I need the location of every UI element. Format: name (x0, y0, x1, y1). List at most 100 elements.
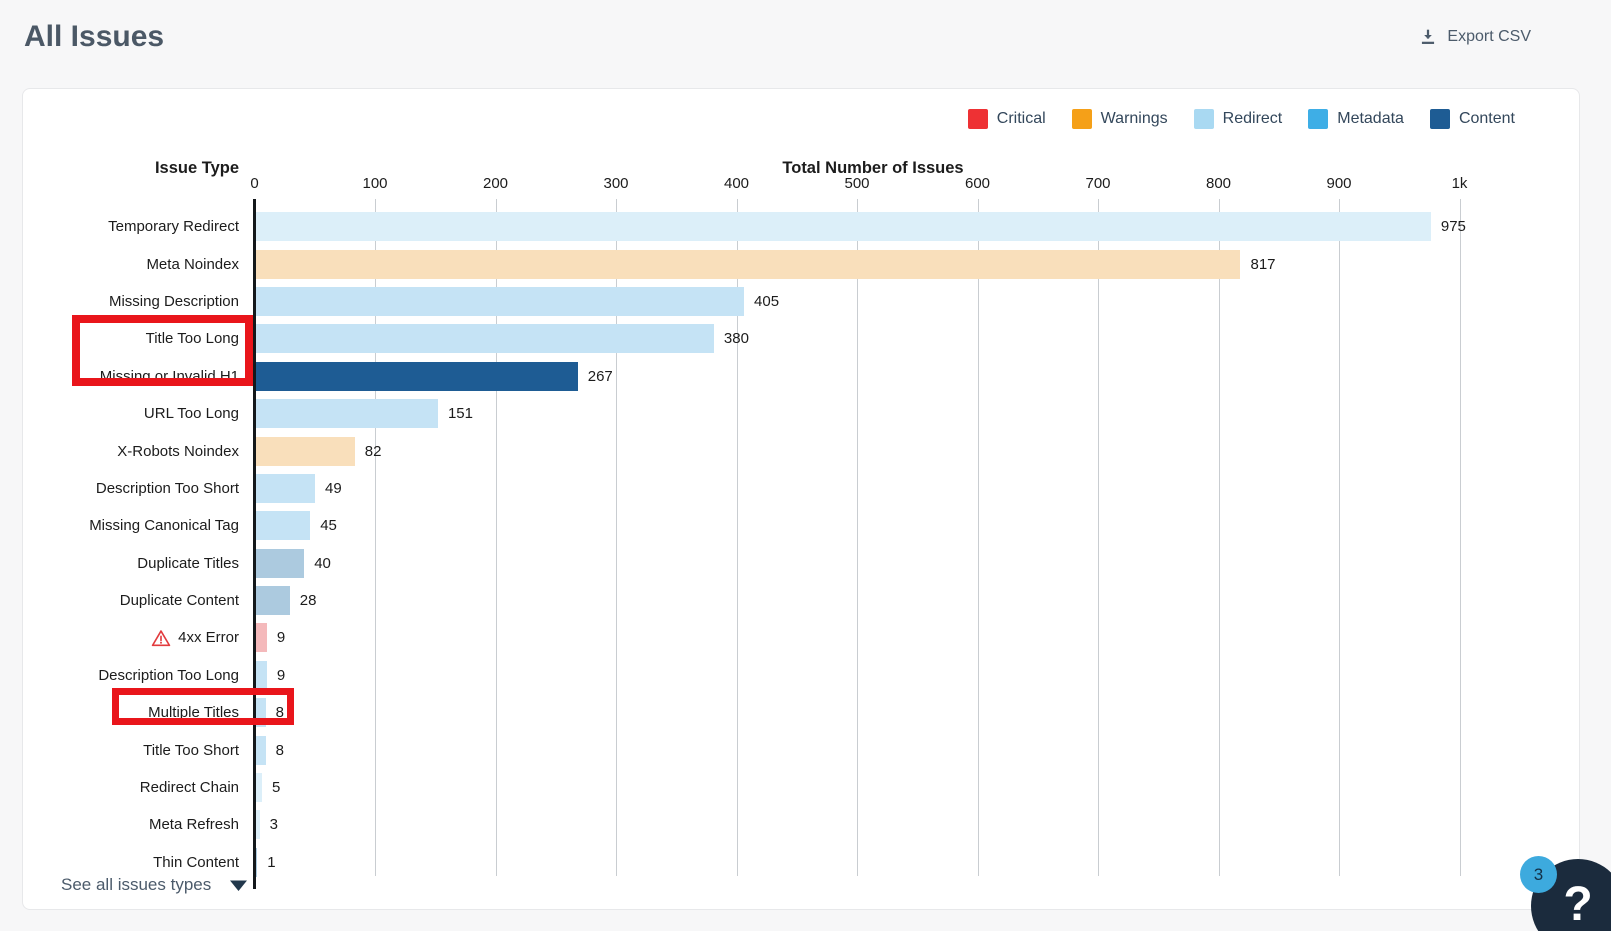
bar-value-label: 45 (320, 517, 337, 535)
bar-value-label: 9 (276, 666, 286, 684)
bar-redirect-chain[interactable] (256, 773, 263, 803)
issue-type-label[interactable]: Missing Description (23, 293, 253, 310)
bar-value-label: 5 (272, 779, 281, 797)
chart-row: Meta Refresh 3 (23, 806, 1579, 843)
x-tick-label-1k: 1k (1451, 175, 1468, 192)
bar-x-robots-noindex[interactable] (256, 436, 355, 466)
issue-type-label-text: Duplicate Titles (137, 554, 239, 572)
issue-type-label[interactable]: Multiple Titles (23, 704, 253, 721)
issue-type-label[interactable]: Missing Canonical Tag (23, 517, 253, 534)
issue-type-label-text: Temporary Redirect (108, 218, 239, 236)
bar-missing-or-invalid-h1[interactable] (256, 361, 578, 391)
bar-description-too-long[interactable] (256, 660, 267, 690)
chart-row: Description Too Short 49 (23, 470, 1579, 507)
bar-multiple-titles[interactable] (256, 698, 266, 728)
bar-value-label: 9 (276, 629, 286, 647)
bar-thin-content[interactable] (256, 847, 258, 877)
issue-type-label[interactable]: Meta Noindex (23, 256, 253, 273)
gridline-300 (616, 199, 617, 876)
bar-value-label: 49 (325, 479, 342, 497)
chart-row: URL Too Long 151 (23, 395, 1579, 432)
see-all-issue-types-link[interactable]: See all issues types (61, 875, 248, 895)
issue-type-label[interactable]: Duplicate Content (23, 592, 253, 609)
question-mark-icon: ? (1563, 878, 1593, 931)
x-tick-label-600: 600 (964, 175, 991, 192)
issue-type-label[interactable]: URL Too Long (23, 405, 253, 422)
issue-type-label[interactable]: Duplicate Titles (23, 555, 253, 572)
issue-type-label-text: X-Robots Noindex (117, 442, 239, 460)
legend-item-content[interactable]: Content (1429, 109, 1515, 129)
issue-type-label[interactable]: Title Too Long (23, 330, 253, 347)
bar-meta-noindex[interactable] (256, 249, 1241, 279)
warning-triangle-icon (151, 629, 171, 647)
issue-type-label[interactable]: X-Robots Noindex (23, 443, 253, 460)
issue-type-label-text: URL Too Long (143, 405, 239, 423)
bar-description-too-short[interactable] (256, 473, 316, 503)
chart-row: Duplicate Titles 40 (23, 545, 1579, 582)
legend-item-critical[interactable]: Critical (967, 109, 1046, 129)
bar-value-label: 267 (587, 367, 613, 385)
bar-duplicate-content[interactable] (256, 586, 290, 616)
issue-type-label-text: Title Too Long (145, 330, 239, 348)
gridline-400 (736, 199, 738, 876)
chart-row: Missing Canonical Tag 45 (23, 507, 1579, 544)
export-csv-button[interactable]: Export CSV (1419, 28, 1531, 46)
legend-label: Warnings (1100, 110, 1168, 127)
issue-type-label-text: Meta Refresh (148, 816, 239, 834)
chart-row: Redirect Chain 5 (23, 769, 1579, 806)
issue-type-label-text: Thin Content (153, 853, 239, 871)
bar-value-label: 817 (1250, 255, 1276, 273)
bar-title-too-short[interactable] (256, 735, 266, 765)
gridline-800 (1218, 199, 1220, 876)
y-axis-line (253, 199, 256, 889)
legend-label: Critical (996, 110, 1046, 127)
gridline-900 (1339, 199, 1340, 876)
issue-type-label-text: Meta Noindex (146, 255, 239, 273)
x-tick-label-300: 300 (603, 175, 629, 192)
legend-item-redirect[interactable]: Redirect (1193, 109, 1282, 129)
bar-4xx-error[interactable] (256, 623, 267, 653)
issue-type-label-text: Missing Description (108, 292, 239, 310)
issue-type-label[interactable]: Description Too Short (23, 480, 253, 497)
issue-type-label[interactable]: Thin Content (23, 854, 253, 871)
x-tick-label-800: 800 (1205, 175, 1232, 192)
gridline-1k (1459, 199, 1461, 876)
issue-type-label[interactable]: Title Too Short (23, 742, 253, 759)
annotation-box-multiple-titles (112, 688, 294, 725)
legend-swatch-warnings (1071, 109, 1092, 129)
issue-type-label-text: Redirect Chain (139, 779, 239, 797)
bar-url-too-long[interactable] (256, 399, 438, 429)
bar-value-label: 40 (314, 554, 331, 572)
issue-type-label[interactable]: 4xx Error (23, 629, 253, 647)
bar-meta-refresh[interactable] (256, 810, 260, 840)
issue-type-label-text: Title Too Short (143, 741, 239, 759)
x-tick-label-900: 900 (1326, 175, 1352, 192)
bar-missing-description[interactable] (256, 286, 745, 316)
issue-type-label[interactable]: Temporary Redirect (23, 218, 253, 235)
issue-type-label[interactable]: Redirect Chain (23, 779, 253, 796)
gridline-200 (495, 199, 497, 876)
legend-item-metadata[interactable]: Metadata (1308, 109, 1404, 129)
gridline-500 (857, 199, 858, 876)
bar-value-label: 8 (275, 741, 284, 759)
x-tick-label-100: 100 (362, 175, 388, 192)
page-title: All Issues (24, 20, 165, 53)
chart-row: Title Too Short 8 (23, 731, 1579, 768)
x-tick-label-500: 500 (844, 175, 870, 192)
all-issues-chart-card: Critical Warnings Redirect Metadata Content … (22, 88, 1580, 910)
bar-missing-canonical-tag[interactable] (256, 511, 311, 541)
chart-row: 4xx Error 9 (23, 619, 1579, 656)
chart-row: Missing or Invalid H1 267 (23, 358, 1579, 395)
see-all-label: See all issues types (61, 875, 212, 894)
bar-duplicate-titles[interactable] (256, 548, 305, 578)
issue-type-label[interactable]: Meta Refresh (23, 816, 253, 833)
legend-label: Metadata (1337, 110, 1404, 127)
bar-temporary-redirect[interactable] (256, 212, 1431, 242)
chart-rows: Temporary Redirect 975 Meta Noindex 817 Miss… (23, 208, 1579, 881)
issue-type-label-text: Duplicate Content (119, 592, 239, 610)
bar-value-label: 405 (754, 292, 780, 310)
issue-type-label-text: Description Too Long (98, 666, 239, 684)
bar-title-too-long[interactable] (256, 324, 714, 354)
legend-item-warnings[interactable]: Warnings (1071, 109, 1168, 129)
issue-type-label[interactable]: Description Too Long (23, 667, 253, 684)
